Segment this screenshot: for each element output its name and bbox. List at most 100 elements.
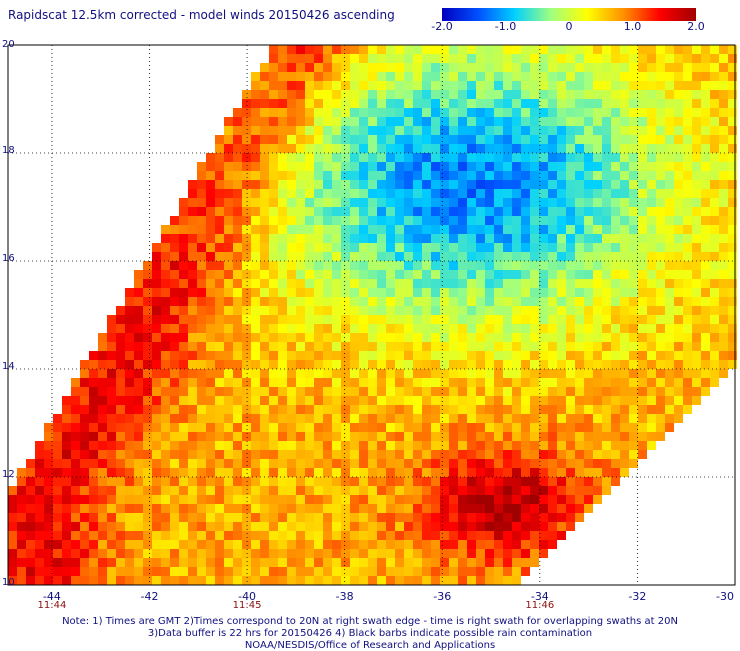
wind-cell	[368, 144, 377, 153]
wind-cell	[395, 189, 404, 198]
wind-cell	[224, 432, 233, 441]
wind-cell	[512, 189, 521, 198]
wind-cell	[170, 333, 179, 342]
wind-cell	[386, 81, 395, 90]
wind-cell	[206, 225, 215, 234]
map-frame	[7, 44, 736, 586]
wind-cell	[485, 369, 494, 378]
wind-cell	[242, 279, 251, 288]
wind-cell	[395, 351, 404, 360]
wind-cell	[656, 396, 665, 405]
wind-cell	[188, 351, 197, 360]
wind-cell	[206, 477, 215, 486]
wind-cell	[71, 414, 80, 423]
wind-cell	[296, 324, 305, 333]
wind-cell	[125, 567, 134, 576]
wind-cell	[206, 423, 215, 432]
wind-cell	[296, 126, 305, 135]
wind-cell	[503, 153, 512, 162]
wind-cell	[521, 216, 530, 225]
wind-cell	[449, 495, 458, 504]
wind-cell	[422, 189, 431, 198]
wind-cell	[440, 414, 449, 423]
wind-cell	[593, 234, 602, 243]
wind-cell	[584, 306, 593, 315]
wind-cell	[251, 531, 260, 540]
wind-cell	[602, 198, 611, 207]
wind-cell	[692, 279, 701, 288]
wind-cell	[611, 333, 620, 342]
wind-cell	[467, 54, 476, 63]
wind-cell	[530, 171, 539, 180]
wind-cell	[161, 495, 170, 504]
wind-cell	[107, 414, 116, 423]
wind-cell	[305, 261, 314, 270]
wind-cell	[125, 513, 134, 522]
wind-cell	[611, 162, 620, 171]
wind-cell	[215, 180, 224, 189]
wind-cell	[557, 351, 566, 360]
wind-cell	[602, 396, 611, 405]
wind-cell	[314, 180, 323, 189]
wind-cell	[278, 558, 287, 567]
wind-cell	[179, 423, 188, 432]
wind-cell	[512, 369, 521, 378]
wind-cell	[305, 459, 314, 468]
wind-cell	[458, 270, 467, 279]
wind-cell	[494, 243, 503, 252]
wind-cell	[512, 297, 521, 306]
wind-cell	[602, 189, 611, 198]
wind-cell	[548, 468, 557, 477]
wind-cell	[305, 558, 314, 567]
wind-cell	[233, 108, 242, 117]
wind-cell	[476, 234, 485, 243]
wind-cell	[269, 504, 278, 513]
wind-cell	[260, 567, 269, 576]
wind-cell	[404, 567, 413, 576]
wind-cell	[548, 135, 557, 144]
wind-cell	[530, 414, 539, 423]
wind-cell	[521, 450, 530, 459]
wind-cell	[359, 54, 368, 63]
wind-cell	[440, 315, 449, 324]
wind-cell	[269, 513, 278, 522]
wind-cell	[728, 180, 737, 189]
wind-cell	[350, 495, 359, 504]
wind-cell	[593, 117, 602, 126]
wind-cell	[377, 153, 386, 162]
wind-cell	[116, 369, 125, 378]
wind-cell	[683, 99, 692, 108]
wind-cell	[620, 216, 629, 225]
wind-cell	[377, 423, 386, 432]
wind-cell	[188, 414, 197, 423]
wind-cell	[206, 261, 215, 270]
wind-cell	[98, 513, 107, 522]
wind-cell	[719, 270, 728, 279]
wind-cell	[476, 567, 485, 576]
wind-cell	[647, 441, 656, 450]
wind-cell	[107, 360, 116, 369]
wind-cell	[224, 333, 233, 342]
wind-cell	[530, 162, 539, 171]
wind-cell	[71, 378, 80, 387]
wind-cell	[278, 450, 287, 459]
wind-cell	[359, 72, 368, 81]
wind-cell	[521, 369, 530, 378]
wind-cell	[35, 477, 44, 486]
wind-cell	[179, 396, 188, 405]
wind-cell	[62, 531, 71, 540]
wind-cell	[620, 315, 629, 324]
wind-cell	[377, 162, 386, 171]
wind-cell	[188, 234, 197, 243]
wind-cell	[440, 108, 449, 117]
wind-cell	[503, 477, 512, 486]
wind-cell	[377, 243, 386, 252]
wind-cell	[260, 522, 269, 531]
wind-cell	[404, 387, 413, 396]
wind-cell	[665, 81, 674, 90]
wind-cell	[395, 171, 404, 180]
wind-cell	[215, 333, 224, 342]
wind-cell	[404, 468, 413, 477]
wind-cell	[548, 387, 557, 396]
wind-cell	[440, 297, 449, 306]
